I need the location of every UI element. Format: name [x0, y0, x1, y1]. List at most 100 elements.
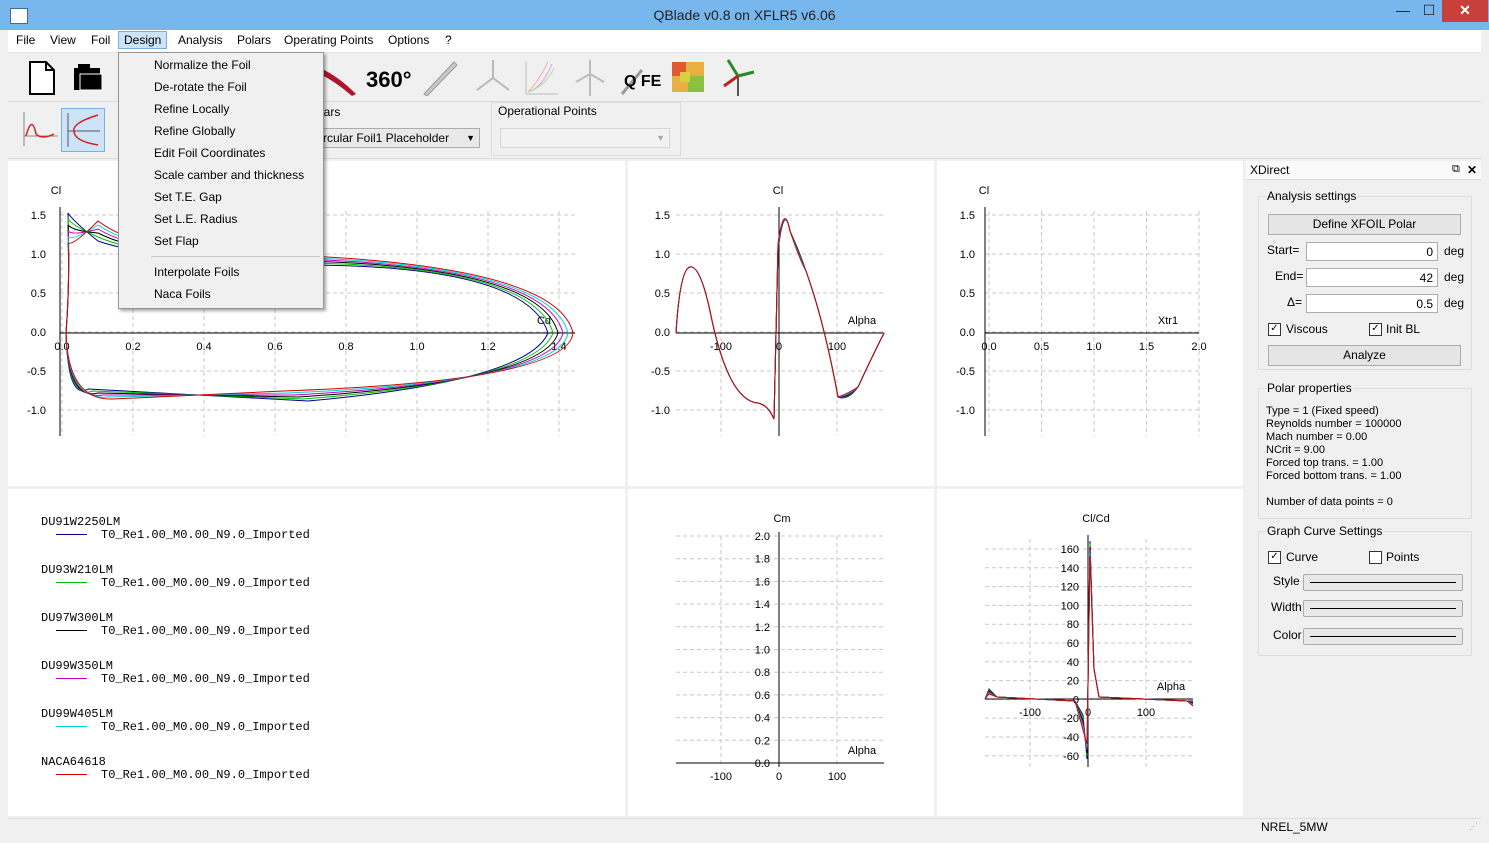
- menu-normalize-foil[interactable]: Normalize the Foil: [154, 58, 251, 72]
- blade-icon[interactable]: [318, 58, 356, 96]
- resize-grip-icon[interactable]: ⋰: [1469, 821, 1478, 831]
- menu-refine-locally[interactable]: Refine Locally: [154, 102, 230, 116]
- width-label: Width: [1271, 600, 1302, 614]
- y-tick-label: 1.4: [755, 599, 770, 611]
- x-tick-label: -100: [710, 771, 732, 783]
- graph-clcd-alpha[interactable]: 160140120100806040200-20-40-60-1000100Cl…: [937, 489, 1243, 816]
- analyze-button[interactable]: Analyze: [1268, 345, 1461, 366]
- x-axis-label: Alpha: [848, 315, 877, 327]
- y-tick-label: -0.5: [27, 366, 46, 378]
- heat-map-icon[interactable]: [670, 58, 706, 96]
- menu-derotate-foil[interactable]: De-rotate the Foil: [154, 80, 247, 94]
- menu-scale-camber-thickness[interactable]: Scale camber and thickness: [154, 168, 305, 182]
- curve-checkbox[interactable]: ✓: [1268, 551, 1281, 564]
- x-tick-label: 0: [776, 771, 782, 783]
- start-field[interactable]: 0: [1306, 242, 1438, 261]
- qfem-icon[interactable]: Q FEM: [618, 58, 675, 96]
- end-field[interactable]: 42: [1306, 268, 1438, 287]
- legend-color-line: [56, 678, 87, 679]
- menu-polars[interactable]: Polars: [237, 33, 272, 47]
- x-axis-label: Alpha: [848, 745, 877, 757]
- oppoint-combo[interactable]: ▼: [500, 128, 670, 148]
- design-menu-dropdown: Normalize the Foil De-rotate the Foil Re…: [118, 52, 324, 309]
- y-tick-label: 60: [1067, 638, 1079, 650]
- y-tick-label: 100: [1061, 600, 1079, 612]
- legend-polar-name: T0_Re1.00_M0.00_N9.0_Imported: [101, 576, 310, 590]
- viscous-checkbox[interactable]: ✓: [1268, 323, 1281, 336]
- y-tick-label: 120: [1061, 582, 1079, 594]
- window-title: QBlade v0.8 on XFLR5 v6.06: [653, 7, 836, 23]
- x-tick-label: 1.0: [409, 341, 424, 353]
- y-tick-label: -40: [1063, 732, 1079, 744]
- legend-color-line: [56, 582, 87, 583]
- x-tick-label: 0.0: [54, 341, 69, 353]
- oppoint-group: [491, 102, 681, 156]
- x-tick-label: 1.5: [1139, 341, 1154, 353]
- open-folder-icon[interactable]: [70, 58, 106, 96]
- foil-view-icon[interactable]: [20, 108, 60, 150]
- hawt-rotor-icon[interactable]: [473, 58, 510, 96]
- x-tick-label: 100: [1137, 707, 1155, 719]
- polar-properties-group: Polar properties Type = 1 (Fixed speed) R…: [1258, 381, 1472, 519]
- polars-combo[interactable]: rcular Foil1 Placeholder ▼: [318, 128, 480, 148]
- close-icon[interactable]: ✕: [1467, 163, 1478, 177]
- menu-refine-globally[interactable]: Refine Globally: [154, 124, 236, 138]
- define-xfoil-polar-button[interactable]: Define XFOIL Polar: [1268, 214, 1461, 235]
- y-tick-label: 1.2: [755, 622, 770, 634]
- x-tick-label: 0.6: [267, 341, 282, 353]
- y-tick-label: 0.5: [655, 288, 670, 300]
- menu-view[interactable]: View: [50, 33, 76, 47]
- y-tick-label: 0.2: [755, 735, 770, 747]
- menu-options[interactable]: Options: [388, 33, 430, 47]
- turbine-icon[interactable]: [720, 58, 756, 96]
- x-tick-label: 100: [828, 341, 846, 353]
- color-button[interactable]: [1303, 628, 1463, 645]
- y-tick-label: 1.0: [31, 249, 46, 261]
- polar-view-icon[interactable]: [61, 108, 105, 152]
- menu-edit-foil-coordinates[interactable]: Edit Foil Coordinates: [154, 146, 266, 160]
- menu-interpolate-foils[interactable]: Interpolate Foils: [154, 265, 240, 279]
- analysis-settings-title: Analysis settings: [1266, 189, 1358, 203]
- points-checkbox[interactable]: [1369, 551, 1382, 564]
- y-tick-label: -0.5: [956, 366, 975, 378]
- graph-cm-alpha[interactable]: 2.0 1.8 1.6 1.4 1.2 1.0 0.8 0.6 0.4 0.2 0.0 -100 0 10…: [628, 489, 934, 816]
- menu-operating-points[interactable]: Operating Points: [284, 33, 374, 47]
- vawt-rotor-icon[interactable]: [570, 58, 606, 96]
- y-tick-label: 0.0: [655, 327, 670, 339]
- minimize-button[interactable]: —: [1396, 2, 1410, 18]
- close-button[interactable]: ✕: [1442, 0, 1488, 22]
- operational-points-label: Operational Points: [498, 104, 597, 118]
- width-button[interactable]: [1303, 600, 1463, 617]
- multi-polar-icon[interactable]: [522, 58, 558, 96]
- legend-foil-name: NACA64618: [41, 755, 106, 769]
- style-button[interactable]: [1303, 574, 1463, 591]
- float-icon[interactable]: ⧉: [1452, 163, 1460, 175]
- analysis-settings-group: Analysis settings Define XFOIL Polar Sta…: [1258, 189, 1472, 370]
- menu-set-flap[interactable]: Set Flap: [154, 234, 199, 248]
- menu-design[interactable]: Design: [118, 31, 168, 49]
- y-axis-label: Cl: [773, 185, 783, 197]
- graph-curve-settings-group: Graph Curve Settings ✓ Curve Points Styl…: [1258, 524, 1472, 656]
- menu-file[interactable]: File: [16, 33, 36, 47]
- menu-bar: File View Foil Design Analysis Polars Op…: [8, 30, 1481, 53]
- init-bl-checkbox[interactable]: ✓: [1369, 323, 1382, 336]
- y-tick-label: 1.5: [655, 210, 670, 222]
- maximize-button[interactable]: ☐: [1422, 2, 1436, 18]
- menu-analysis[interactable]: Analysis: [178, 33, 223, 47]
- delta-field[interactable]: 0.5: [1306, 294, 1438, 313]
- graph-cl-xtr[interactable]: 1.5 1.0 0.5 0.0 -0.5 -1.0 0.0 0.5 1.0 1.5 2.0 Cl Xtr…: [937, 161, 1243, 486]
- menu-set-te-gap[interactable]: Set T.E. Gap: [154, 190, 222, 204]
- graph-cl-alpha[interactable]: 1.51.00.50.0-0.5-1.0-1000100ClAlpha: [628, 161, 934, 486]
- x-tick-label: 0.4: [196, 341, 211, 353]
- menu-naca-foils[interactable]: Naca Foils: [154, 287, 211, 301]
- 360-icon[interactable]: 360°: [364, 58, 414, 96]
- y-tick-label: 0: [1073, 694, 1079, 706]
- menu-set-le-radius[interactable]: Set L.E. Radius: [154, 212, 238, 226]
- new-file-icon[interactable]: [24, 58, 60, 96]
- y-tick-label: 1.0: [960, 249, 975, 261]
- x-tick-label: 2.0: [1191, 341, 1206, 353]
- single-blade-icon[interactable]: [420, 58, 458, 97]
- menu-help[interactable]: ?: [445, 33, 452, 47]
- menu-foil[interactable]: Foil: [91, 33, 111, 47]
- polars-label: lars: [321, 105, 341, 119]
